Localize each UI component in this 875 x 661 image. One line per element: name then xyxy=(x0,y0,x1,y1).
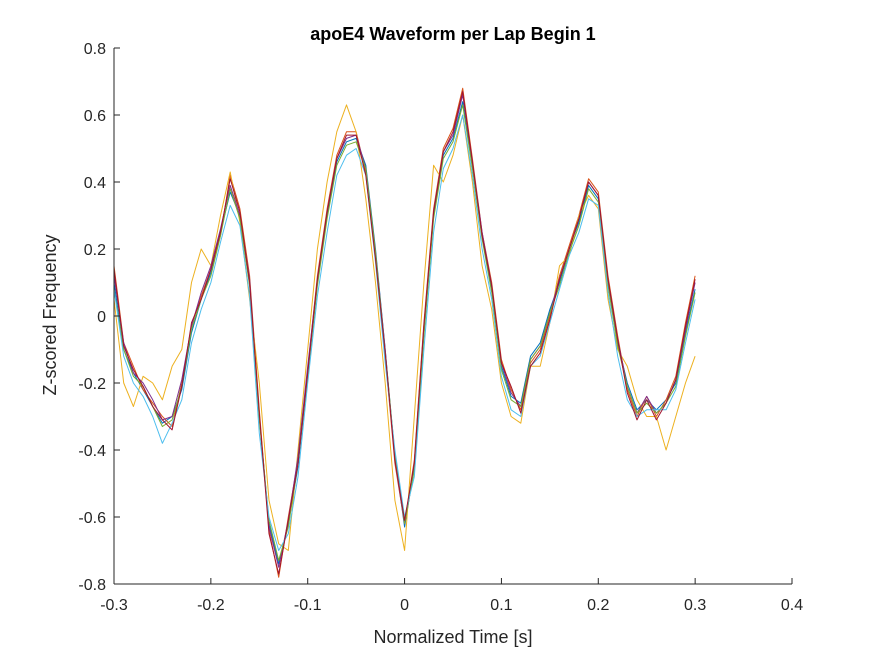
axes: -0.3 -0.2 -0.1 0 0.1 0.2 0.3 0.4 -0.8 -0.6 -0.4 -0.… xyxy=(78,41,803,614)
x-tick-label: -0.1 xyxy=(294,597,322,614)
y-tick-label: -0.4 xyxy=(78,443,106,460)
x-tick-label: 0.4 xyxy=(781,597,803,614)
y-tick-label: 0.4 xyxy=(84,175,106,192)
y-tick-label: -0.8 xyxy=(78,577,106,594)
y-tick-label: 0.8 xyxy=(84,41,106,58)
series-line-4 xyxy=(113,94,696,568)
series-line-1 xyxy=(113,101,696,565)
x-tick-label: 0.1 xyxy=(490,597,512,614)
x-tick-label: 0.2 xyxy=(587,597,609,614)
x-tick-label: 0 xyxy=(400,597,409,614)
chart-title: apoE4 Waveform per Lap Begin 1 xyxy=(310,24,595,44)
series-layer xyxy=(113,87,696,578)
y-axis-label: Z-scored Frequency xyxy=(40,234,60,395)
series-line-3 xyxy=(113,104,696,551)
x-axis-label: Normalized Time [s] xyxy=(373,627,532,647)
x-tick-label: 0.3 xyxy=(684,597,706,614)
x-tick-label: -0.2 xyxy=(197,597,225,614)
y-tick-label: -0.6 xyxy=(78,510,106,527)
x-tick-label: -0.3 xyxy=(100,597,128,614)
y-tick-label: 0.6 xyxy=(84,108,106,125)
series-line-7 xyxy=(113,91,696,575)
y-tick-label: -0.2 xyxy=(78,376,106,393)
series-line-6 xyxy=(113,114,696,551)
series-line-2 xyxy=(113,87,696,578)
y-tick-label: 0 xyxy=(97,309,106,326)
y-tick-label: 0.2 xyxy=(84,242,106,259)
series-line-5 xyxy=(113,104,696,561)
